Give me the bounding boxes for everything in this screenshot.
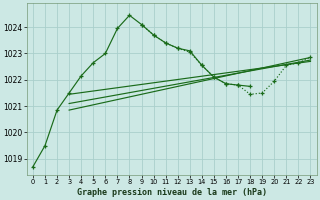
X-axis label: Graphe pression niveau de la mer (hPa): Graphe pression niveau de la mer (hPa) xyxy=(77,188,267,197)
